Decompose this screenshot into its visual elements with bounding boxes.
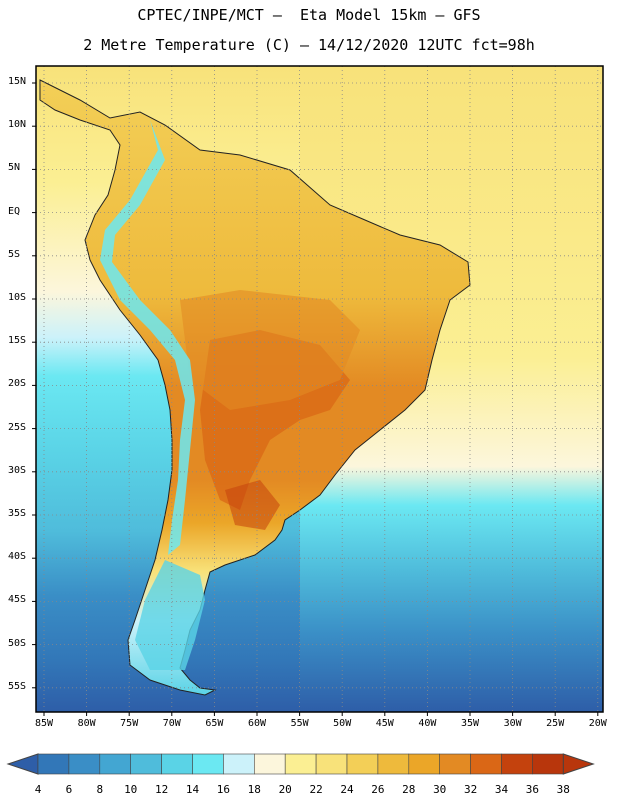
lat-label: 55S xyxy=(8,680,27,692)
colorbar-swatch xyxy=(223,753,255,775)
title-line-1: CPTEC/INPE/MCT – Eta Model 15km – GFS xyxy=(137,6,481,24)
lon-label: 75W xyxy=(120,718,139,729)
colorbar-swatch xyxy=(346,753,379,775)
lat-label: 10S xyxy=(8,292,27,303)
hot-region-3 xyxy=(225,480,280,530)
colorbar-label: 4 xyxy=(34,783,42,796)
colorbar-label: 8 xyxy=(96,783,104,796)
lon-label: 50W xyxy=(333,718,352,729)
colorbar-label: 32 xyxy=(463,783,478,796)
lat-label: 15S xyxy=(8,335,27,347)
colorbar-swatch xyxy=(254,753,286,775)
colorbar-min-arrow xyxy=(6,753,39,775)
colorbar-label: 10 xyxy=(124,783,138,796)
colorbar-label: 12 xyxy=(154,783,169,796)
lat-label: 40S xyxy=(8,551,27,563)
colorbar-swatch xyxy=(161,753,193,775)
hot-region-2 xyxy=(180,290,360,410)
lat-label: 5N xyxy=(8,162,21,174)
colorbar-label: 26 xyxy=(371,783,385,796)
lat-label: 45S xyxy=(8,594,27,606)
colorbar-swatch xyxy=(192,753,224,775)
lat-label: 5S xyxy=(8,248,21,260)
colorbar-swatch xyxy=(501,753,533,775)
colorbar-swatch xyxy=(470,753,502,775)
colorbar-label: 30 xyxy=(433,783,447,796)
colorbar-label: 16 xyxy=(216,783,231,796)
colorbar-label: 14 xyxy=(185,783,200,796)
colorbar-swatch xyxy=(377,753,410,775)
lon-label: 65W xyxy=(205,718,224,729)
lat-label: 25S xyxy=(8,421,27,433)
colorbar-label: 6 xyxy=(65,783,73,796)
colorbar xyxy=(6,753,595,775)
colorbar-swatch xyxy=(68,753,101,775)
colorbar-label: 18 xyxy=(247,783,261,796)
lat-label: 30S xyxy=(8,464,27,476)
lon-label: 55W xyxy=(290,718,309,729)
colorbar-label: 34 xyxy=(494,783,509,796)
lon-label: 30W xyxy=(503,718,522,729)
colorbar-swatch xyxy=(408,753,440,775)
lon-label: 85W xyxy=(34,718,54,729)
lon-label: 45W xyxy=(375,718,394,729)
lon-label: 40W xyxy=(418,718,437,729)
title-line-2: 2 Metre Temperature (C) – 14/12/2020 12U… xyxy=(83,36,535,54)
lat-label: 10N xyxy=(8,119,27,131)
colorbar-swatch xyxy=(37,753,70,775)
lon-label: 25W xyxy=(546,718,565,729)
colorbar-label: 24 xyxy=(340,783,354,796)
lon-label: 20W xyxy=(588,718,607,729)
colorbar-swatch xyxy=(130,753,162,775)
colorbar-swatch xyxy=(284,753,317,775)
lon-label: 70W xyxy=(162,718,181,729)
lon-label: 35W xyxy=(460,718,480,729)
colorbar-max-arrow xyxy=(562,753,595,775)
lat-label: 35S xyxy=(8,508,27,519)
lat-label: 50S xyxy=(8,637,27,649)
colorbar-label: 22 xyxy=(309,783,323,796)
colorbar-label: 28 xyxy=(402,783,416,796)
lat-label: 15N xyxy=(8,76,27,87)
lon-label: 80W xyxy=(77,718,96,729)
colorbar-swatch xyxy=(532,753,564,775)
lat-label: EQ xyxy=(8,205,21,217)
colorbar-swatch xyxy=(315,753,348,775)
colorbar-swatch xyxy=(99,753,132,775)
map-frame xyxy=(35,65,604,713)
colorbar-label: 38 xyxy=(556,783,570,796)
lon-label: 60W xyxy=(247,718,267,729)
colorbar-swatch xyxy=(439,753,471,775)
patagonia-cold xyxy=(135,560,205,670)
colorbar-label: 36 xyxy=(525,783,540,796)
colorbar-label: 20 xyxy=(278,783,292,796)
lat-label: 20S xyxy=(8,378,27,390)
